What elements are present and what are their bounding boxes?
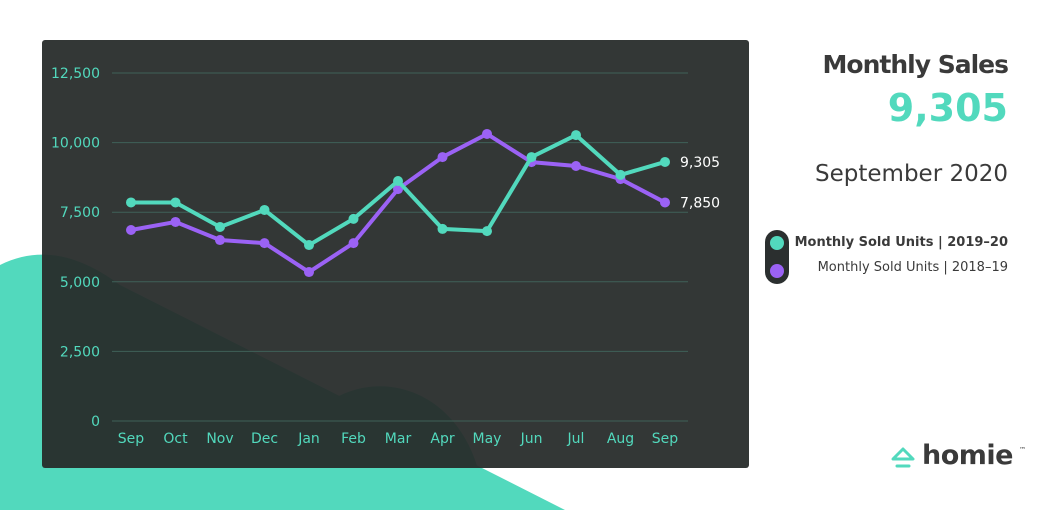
x-tick-label: Sep bbox=[118, 431, 145, 447]
end-value-label: 9,305 bbox=[680, 155, 720, 171]
legend-dot-2019-20 bbox=[770, 236, 784, 250]
data-point bbox=[526, 152, 537, 163]
line-chart: 0 2,500 5,000 7,500 10,000 12,500 Sep Oct Nov Dec… bbox=[51, 66, 720, 447]
house-icon bbox=[891, 447, 915, 467]
data-point bbox=[482, 128, 492, 139]
data-point bbox=[437, 223, 448, 234]
chart-title: Monthly Sales bbox=[822, 50, 1009, 79]
x-tick-label: Feb bbox=[341, 431, 366, 447]
data-point bbox=[660, 156, 670, 167]
data-point bbox=[215, 235, 225, 246]
x-tick-label: Jul bbox=[567, 431, 585, 447]
y-tick-label: 2,500 bbox=[60, 344, 100, 360]
data-point bbox=[482, 226, 492, 237]
data-point bbox=[259, 238, 270, 249]
y-tick-label: 0 bbox=[91, 414, 100, 430]
legend-dot-2018-19 bbox=[770, 264, 784, 278]
x-tick-label: Sep bbox=[652, 431, 679, 447]
data-point bbox=[348, 213, 359, 224]
data-point bbox=[615, 169, 626, 180]
series-line bbox=[130, 131, 666, 275]
data-point bbox=[348, 238, 359, 249]
legend-label-2019-20: Monthly Sold Units | 2019–20 bbox=[794, 235, 1008, 250]
data-point bbox=[437, 152, 448, 163]
legend-label-2018-19: Monthly Sold Units | 2018–19 bbox=[817, 260, 1008, 275]
period-label: September 2020 bbox=[815, 161, 1008, 187]
data-point bbox=[215, 221, 225, 232]
x-tick-label: Jun bbox=[520, 431, 543, 447]
data-point bbox=[304, 267, 314, 278]
x-tick-label: Mar bbox=[385, 431, 412, 447]
x-tick-label: Jan bbox=[297, 431, 320, 447]
x-tick-label: Nov bbox=[206, 431, 233, 447]
data-point bbox=[126, 197, 136, 208]
legend-markers bbox=[765, 230, 789, 284]
data-point bbox=[304, 240, 314, 251]
x-tick-label: Oct bbox=[163, 431, 188, 447]
trademark: ™ bbox=[1018, 446, 1026, 454]
y-tick-label: 7,500 bbox=[60, 205, 100, 221]
y-tick-label: 5,000 bbox=[60, 275, 100, 291]
end-value-label: 7,850 bbox=[680, 195, 720, 211]
data-point bbox=[660, 197, 670, 208]
current-value: 9,305 bbox=[887, 86, 1008, 130]
data-point bbox=[126, 225, 136, 236]
y-tick-label: 12,500 bbox=[51, 66, 100, 82]
x-tick-label: May bbox=[473, 431, 502, 447]
data-point bbox=[170, 197, 181, 208]
data-point bbox=[259, 204, 270, 215]
data-point bbox=[571, 160, 581, 171]
x-tick-label: Apr bbox=[430, 431, 454, 447]
data-point bbox=[170, 216, 181, 227]
y-tick-label: 10,000 bbox=[51, 136, 100, 152]
x-tick-label: Dec bbox=[251, 431, 278, 447]
x-tick-label: Aug bbox=[607, 431, 634, 447]
data-point bbox=[571, 130, 581, 141]
homie-logo: homie ™ bbox=[890, 440, 1026, 471]
data-point bbox=[393, 176, 403, 187]
logo-text: homie bbox=[922, 440, 1013, 471]
chart-panel: 0 2,500 5,000 7,500 10,000 12,500 Sep Oct Nov Dec… bbox=[42, 40, 749, 468]
